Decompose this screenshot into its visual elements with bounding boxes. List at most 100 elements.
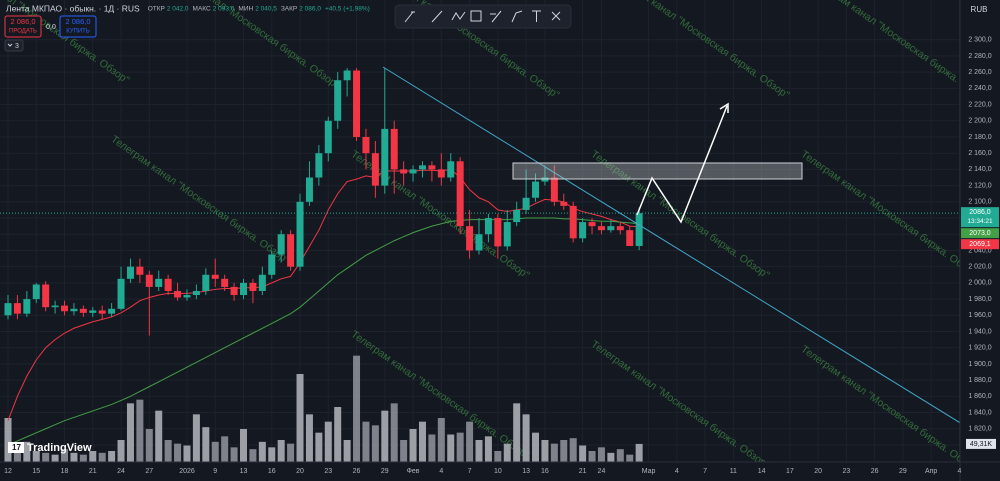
drawings — [382, 66, 962, 424]
volume-bar — [287, 443, 295, 462]
legend-value: 2 042,0 — [167, 6, 189, 13]
volume-bar — [126, 403, 134, 462]
volume-bar — [268, 447, 276, 462]
forecast-arrow[interactable] — [636, 105, 728, 224]
tool-icon[interactable] — [532, 10, 541, 22]
volume-bar — [315, 432, 323, 462]
candle-body — [183, 295, 191, 298]
indicators-toggle[interactable] — [4, 39, 24, 52]
buy-label: КУПИТЬ — [66, 29, 90, 35]
volume-bar — [588, 451, 596, 462]
candle-body — [145, 274, 153, 287]
x-tick-label: 21 — [579, 468, 587, 475]
chevron — [7, 43, 13, 47]
volume-bar — [494, 451, 502, 462]
x-tick-label: 24 — [117, 468, 125, 475]
logo: 17 TradingView — [8, 442, 92, 454]
candle-body — [343, 70, 351, 81]
candle-body — [381, 128, 389, 186]
logo-icon — [8, 442, 24, 453]
volume-bar — [324, 421, 332, 462]
candle-body — [362, 136, 370, 154]
volume-bar — [550, 443, 558, 462]
ma-label: 2069,1 — [969, 241, 991, 248]
candle-body — [117, 278, 125, 309]
x-tick-label: 4 — [957, 468, 961, 475]
candle-body — [13, 303, 21, 314]
volume-bar — [108, 451, 116, 462]
x-tick-label: 20 — [296, 468, 304, 475]
sell-button[interactable] — [4, 15, 42, 38]
countdown: 13:34:21 — [967, 218, 993, 225]
candle-body — [305, 177, 313, 202]
y-tick-label: 2 040,0 — [968, 247, 991, 254]
volume-bar — [579, 445, 587, 462]
volume-bar — [597, 447, 605, 462]
x-tick-label: 9 — [213, 468, 217, 475]
candle-body — [296, 201, 304, 267]
volume-bar — [4, 418, 12, 462]
ma-line — [7, 168, 640, 421]
candle-body — [211, 274, 219, 279]
candle-body — [258, 274, 266, 291]
volume-bar — [447, 434, 455, 462]
tool-icon[interactable] — [470, 10, 482, 22]
arrow-head — [719, 102, 729, 113]
candle-body — [249, 282, 257, 291]
volume-bar — [61, 449, 69, 462]
currency-box[interactable] — [962, 3, 996, 17]
candle-body — [136, 266, 144, 275]
candle-body — [522, 197, 530, 210]
tool-icon[interactable] — [451, 11, 466, 21]
buy-button[interactable] — [59, 15, 97, 38]
volume-bar — [371, 425, 379, 462]
x-tick-label: 23 — [842, 468, 850, 475]
volume-bar — [258, 441, 266, 462]
x-tick-label: 12 — [4, 468, 12, 475]
volume — [4, 355, 643, 462]
candle-body — [268, 254, 276, 275]
trend-line[interactable] — [382, 66, 962, 424]
tool-icon[interactable] — [431, 10, 443, 23]
candle-body — [513, 209, 521, 223]
x-tick-label: 2026 — [179, 468, 195, 475]
volume-bar — [541, 440, 549, 462]
tool-icon[interactable] — [551, 11, 561, 21]
tool-icon[interactable] — [511, 10, 523, 23]
x-tick-label: 13 — [240, 468, 248, 475]
y-tick-label: 1 860,0 — [968, 393, 991, 400]
x-tick-label: 14 — [758, 468, 766, 475]
y-tick-label: 2 140,0 — [968, 166, 991, 173]
x-tick-label: 10 — [494, 468, 502, 475]
x-tick-label: 13 — [522, 468, 530, 475]
x-tick-label: 23 — [324, 468, 332, 475]
candle-body — [447, 161, 455, 178]
volume-bar — [626, 454, 634, 462]
tool-icon[interactable] — [404, 11, 415, 23]
volume-bar — [211, 441, 219, 462]
y-tick-label: 2 120,0 — [968, 182, 991, 189]
volume-bar — [334, 407, 342, 462]
x-tick-label: 27 — [145, 468, 153, 475]
x-tick-label: 16 — [268, 468, 276, 475]
y-tick-label: 2 000,0 — [968, 280, 991, 287]
x-tick-label: 24 — [598, 468, 606, 475]
x-tick-label: Мар — [642, 468, 656, 475]
candle-body — [541, 177, 549, 182]
x-tick-label: 16 — [541, 468, 549, 475]
buy-price: 2 086,0 — [65, 17, 90, 26]
y-tick-label: 2 220,0 — [968, 101, 991, 108]
candle-body — [456, 161, 464, 227]
y-tick-label: 1 880,0 — [968, 377, 991, 384]
candle-body — [70, 308, 78, 312]
legend-value: 2 093,0 — [213, 6, 235, 13]
candle-body — [588, 222, 596, 227]
candle-body — [192, 290, 200, 296]
candle-body — [597, 226, 605, 231]
candle-body — [23, 299, 31, 314]
candle-body — [230, 286, 238, 296]
tool-icon[interactable] — [490, 10, 502, 23]
resistance-zone[interactable] — [512, 162, 803, 180]
volume-bar — [560, 440, 568, 462]
x-tick-label: 20 — [814, 468, 822, 475]
